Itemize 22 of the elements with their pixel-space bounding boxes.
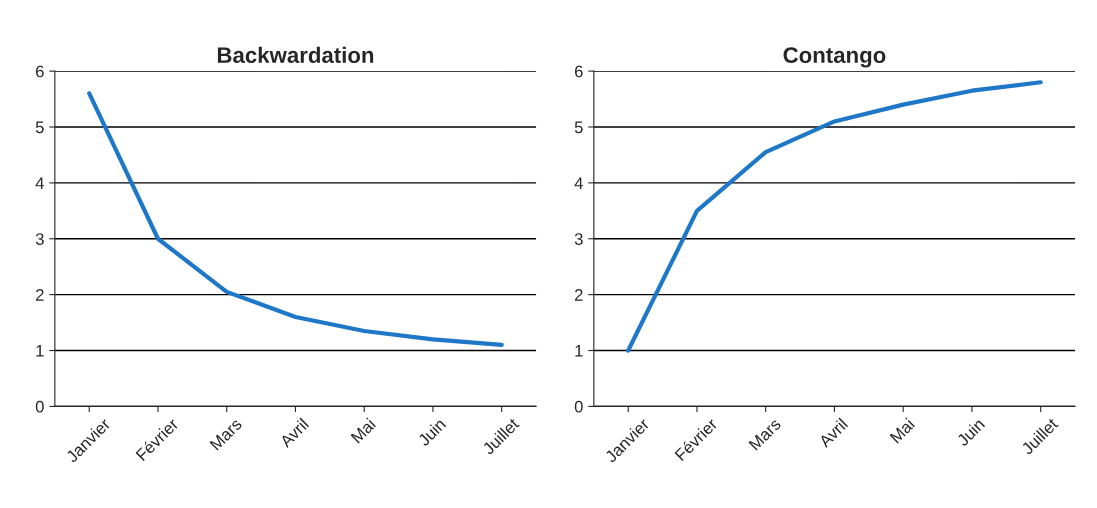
y-tick-label: 0 bbox=[35, 400, 44, 413]
line-series bbox=[626, 80, 1043, 353]
x-tick-label: Juin bbox=[955, 417, 986, 447]
y-tick-label: 0 bbox=[574, 400, 583, 413]
x-tick-label: Mai bbox=[350, 417, 377, 444]
y-tick-label: 1 bbox=[36, 345, 44, 357]
y-tick-label: 3 bbox=[35, 233, 44, 245]
y-tick-label: 2 bbox=[574, 289, 583, 301]
chart-title: Contango bbox=[783, 47, 886, 68]
line-series bbox=[87, 91, 504, 348]
y-tick-label: 5 bbox=[35, 121, 44, 134]
chart-title: Backwardation bbox=[217, 46, 374, 64]
x-tick-label: Juin bbox=[416, 417, 447, 447]
y-tick-label: 3 bbox=[574, 233, 583, 245]
x-tick-label: Mai bbox=[889, 417, 916, 444]
y-tick-label: 6 bbox=[574, 65, 583, 78]
y-tick-label: 2 bbox=[36, 289, 44, 301]
y-tick-label: 4 bbox=[35, 177, 44, 189]
y-tick-label: 1 bbox=[575, 345, 583, 357]
y-tick-label: 6 bbox=[36, 65, 44, 78]
y-tick-label: 5 bbox=[574, 121, 583, 134]
y-tick-label: 4 bbox=[574, 177, 583, 189]
